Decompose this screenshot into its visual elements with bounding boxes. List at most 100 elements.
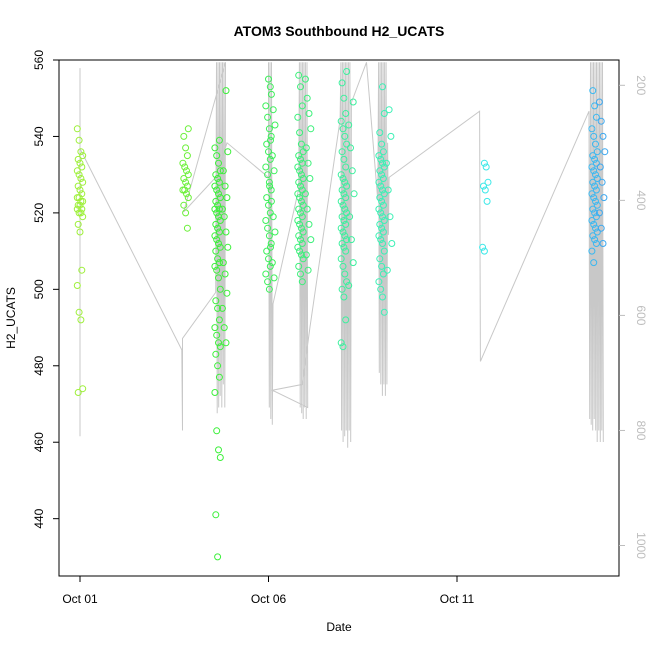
data-point: [348, 167, 356, 175]
data-point: [380, 247, 388, 255]
data-point: [304, 266, 312, 274]
data-point: [600, 194, 608, 202]
data-point: [378, 171, 386, 179]
data-point: [297, 209, 304, 217]
data-point: [377, 182, 385, 190]
data-point: [597, 224, 605, 232]
data-point: [337, 339, 345, 347]
y-axis-left: 440 460 480 500 520 540 560: [32, 50, 59, 529]
data-point: [262, 163, 270, 171]
data-point: [295, 152, 303, 160]
y-tick-label: 500: [32, 279, 46, 299]
data-point: [215, 136, 223, 144]
data-point: [350, 190, 358, 198]
data-point: [342, 163, 350, 171]
data-point: [75, 136, 83, 144]
data-point: [211, 262, 219, 270]
data-point: [307, 236, 315, 244]
data-point: [296, 247, 304, 255]
data-point: [303, 205, 311, 213]
data-point: [296, 129, 304, 137]
data-point: [216, 454, 224, 461]
data-point: [79, 152, 87, 160]
data-point: [264, 171, 272, 179]
data-point: [214, 304, 222, 312]
data-point: [215, 190, 222, 198]
data-point: [298, 240, 306, 247]
data-point: [591, 209, 599, 217]
data-point: [184, 171, 192, 179]
data-point: [378, 140, 386, 148]
data-point: [298, 102, 306, 110]
data-point: [215, 228, 223, 236]
data-point: [299, 228, 307, 236]
data-point: [214, 255, 222, 263]
data-point: [182, 144, 190, 152]
data-point: [339, 201, 347, 209]
data-point: [212, 350, 220, 358]
data-point: [589, 178, 597, 186]
data-point: [74, 389, 82, 396]
data-point: [589, 205, 597, 213]
data-point: [73, 125, 81, 133]
data-point: [599, 132, 607, 140]
data-point: [380, 308, 388, 316]
data-point: [343, 140, 351, 148]
data-point: [377, 285, 385, 293]
data-point: [346, 213, 354, 221]
data-point: [379, 175, 387, 182]
data-point: [387, 132, 395, 140]
data-point: [377, 209, 385, 217]
data-point: [595, 209, 603, 217]
data-point: [595, 98, 603, 106]
data-point: [267, 90, 275, 98]
data-point: [79, 213, 87, 221]
data-point: [383, 266, 391, 274]
data-point: [213, 331, 221, 339]
data-point: [592, 140, 599, 148]
data-point: [378, 262, 386, 270]
data-point: [216, 217, 224, 224]
data-point: [337, 224, 345, 232]
data-point: [215, 274, 222, 282]
data-point: [262, 217, 270, 224]
data-point: [212, 220, 220, 228]
x-axis-label: Date: [326, 620, 352, 634]
data-point: [345, 121, 353, 129]
y-tick-label: 520: [32, 203, 46, 223]
data-point: [338, 240, 346, 247]
data-point: [337, 171, 345, 179]
data-point: [264, 278, 272, 286]
data-point: [214, 224, 222, 232]
data-point: [266, 262, 274, 270]
data-point: [382, 159, 390, 167]
data-point: [596, 163, 604, 171]
data-point: [302, 251, 310, 259]
data-point: [212, 171, 220, 179]
data-point: [213, 236, 221, 244]
data-point: [340, 217, 348, 224]
y-right-tick-label: 600: [634, 305, 648, 325]
data-point: [304, 159, 312, 167]
data-point: [75, 171, 83, 179]
data-point: [180, 201, 188, 209]
data-point: [297, 182, 304, 190]
pressure-trace-layer: [79, 62, 604, 448]
data-point: [216, 167, 224, 175]
data-point: [589, 152, 597, 160]
data-point: [589, 232, 597, 240]
data-point: [78, 163, 86, 171]
data-point: [347, 144, 354, 152]
data-point: [297, 155, 304, 163]
data-point: [339, 125, 347, 133]
data-point: [294, 190, 302, 198]
data-point: [212, 247, 220, 255]
data-point: [297, 236, 304, 244]
data-point: [480, 159, 488, 167]
data-point: [590, 220, 598, 228]
data-point: [266, 155, 274, 163]
data-point: [591, 182, 599, 190]
data-point: [588, 125, 596, 133]
data-point: [74, 155, 82, 163]
data-point: [269, 106, 277, 114]
